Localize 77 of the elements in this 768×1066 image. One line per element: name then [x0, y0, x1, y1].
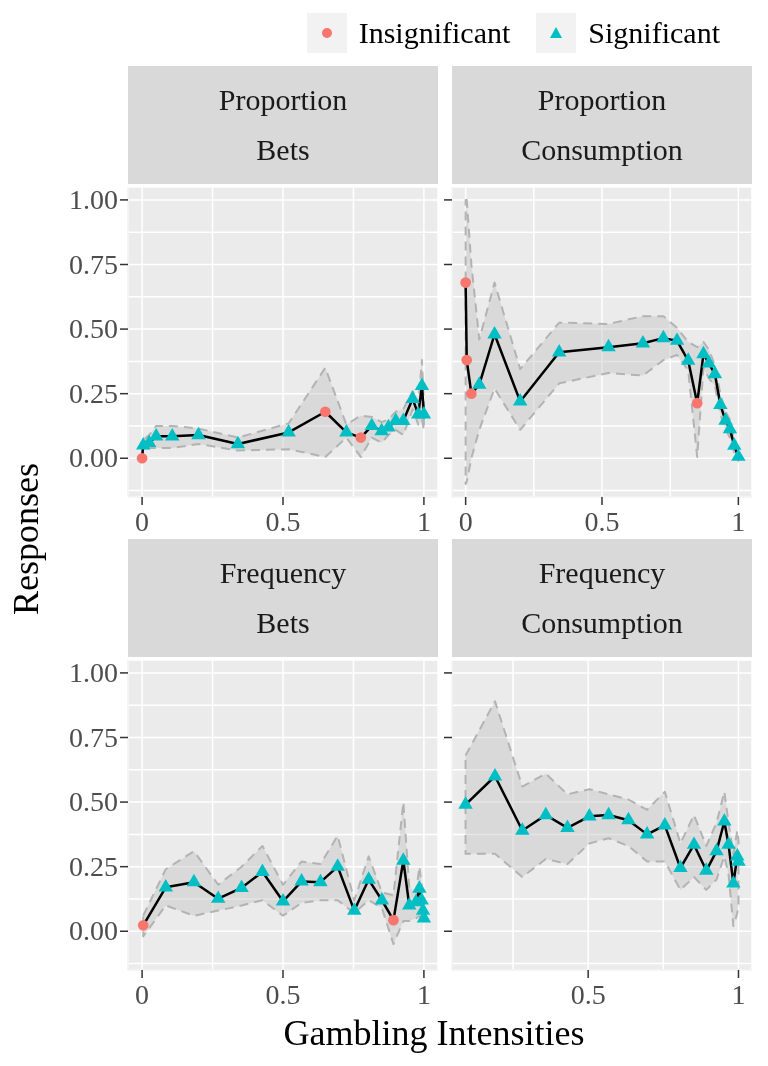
point	[472, 376, 487, 389]
point	[512, 393, 528, 406]
x-tick-label: 1	[731, 506, 746, 537]
point	[538, 806, 553, 820]
chart-title: Proportion Bets	[218, 82, 348, 168]
point	[673, 859, 688, 873]
point	[551, 344, 567, 357]
y-tick-label: 0.50	[69, 313, 118, 345]
x-tick-label: 0	[135, 979, 150, 1010]
y-tick-label: 1.00	[69, 183, 118, 215]
point	[701, 355, 717, 368]
point	[680, 352, 696, 365]
x-tick-label: 0.5	[570, 979, 606, 1010]
x-tick-label: 0	[135, 506, 150, 537]
x-tick-label: 1	[731, 979, 746, 1010]
point	[639, 826, 655, 839]
point	[621, 811, 636, 825]
point	[721, 836, 736, 849]
point	[696, 345, 711, 359]
point	[707, 365, 723, 379]
x-tick-label: 1	[416, 506, 431, 537]
chart-title: Frequency Bets	[219, 555, 347, 641]
y-tick-label: 0.50	[69, 786, 118, 818]
point	[405, 390, 420, 403]
x-tick-label: 1	[416, 979, 431, 1010]
point	[487, 325, 502, 339]
point	[458, 796, 473, 809]
point	[582, 807, 597, 821]
point	[487, 767, 503, 781]
point	[461, 354, 473, 366]
point	[515, 822, 530, 835]
point	[165, 427, 180, 441]
y-tick-label: 0.25	[69, 850, 118, 882]
point	[416, 406, 432, 419]
point	[727, 437, 742, 450]
point	[691, 397, 703, 409]
legend-label: Significant	[588, 16, 720, 50]
y-tick-label: 1.00	[69, 656, 118, 688]
chart-title: Frequency Consumption	[521, 555, 683, 641]
point	[709, 842, 724, 856]
point	[281, 424, 296, 437]
point	[601, 338, 616, 352]
y-tick-label: 0.75	[69, 248, 118, 280]
point	[656, 329, 671, 343]
x-tick-label: 0.5	[584, 506, 620, 537]
point	[136, 452, 148, 464]
y-tick-label: 0.75	[69, 721, 118, 753]
point	[686, 836, 702, 849]
y-axis-title: Responses	[5, 463, 47, 615]
point	[726, 875, 741, 888]
point	[722, 420, 738, 434]
point	[560, 819, 575, 833]
y-tick-label: 0.00	[69, 442, 118, 474]
point	[657, 817, 673, 830]
point	[364, 417, 379, 431]
chart-title: Proportion Consumption	[521, 82, 683, 168]
x-tick-label: 0.5	[265, 979, 301, 1010]
x-axis-title: Gambling Intensities	[282, 1012, 586, 1054]
point	[731, 448, 746, 461]
point	[191, 426, 206, 440]
y-tick-label: 0.25	[69, 377, 118, 409]
y-tick-label: 0.00	[69, 915, 118, 947]
point	[339, 424, 354, 437]
point	[669, 332, 685, 345]
point	[414, 377, 430, 391]
point	[355, 432, 367, 443]
point	[717, 813, 732, 826]
point	[460, 277, 471, 288]
legend-label: Insignificant	[358, 16, 511, 50]
point	[601, 806, 616, 820]
x-tick-label: 0	[458, 506, 473, 537]
point	[699, 862, 714, 875]
point	[148, 427, 164, 441]
x-tick-label: 0.5	[265, 506, 301, 537]
point	[230, 435, 246, 449]
point	[713, 396, 728, 409]
point	[635, 334, 651, 348]
